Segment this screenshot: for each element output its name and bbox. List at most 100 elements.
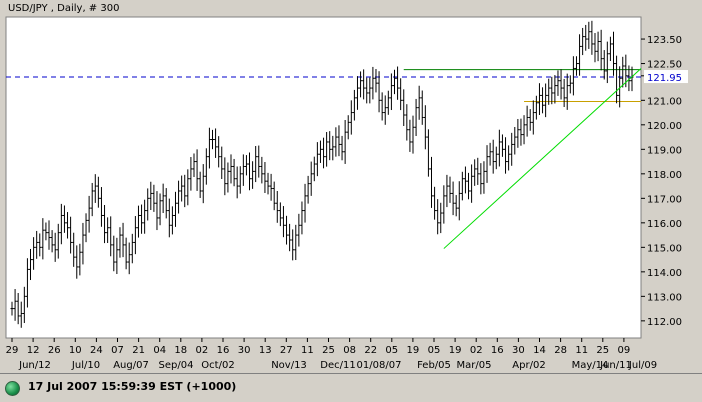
price-bar [81,222,85,265]
price-bar [621,56,625,88]
y-tick-label: 112.00 [647,317,682,328]
price-bar [380,92,384,121]
x-tick-label: 28 [554,345,567,356]
x-tick-label: 21 [132,345,145,356]
price-bar [615,55,619,104]
x-tick-label: 02 [470,345,483,356]
price-bar [66,212,70,239]
price-bar [485,145,489,183]
price-bar [115,237,119,275]
x-tick-label: 22 [364,345,377,356]
price-bar [402,89,406,126]
price-bar [93,174,97,203]
price-bar [152,184,156,212]
price-bar [130,233,134,264]
price-bar [229,154,233,184]
price-bar [291,229,295,261]
price-bar [35,230,39,259]
price-bar [87,195,91,233]
price-bar [44,222,48,241]
price-bar [29,248,33,281]
price-bar [220,146,224,179]
x-tick-label: 12 [27,345,40,356]
price-bar [306,175,310,204]
price-bar [325,132,329,167]
price-bar [13,289,17,321]
x-date-label: Dec/11 [320,360,355,371]
trend-line [443,68,642,249]
price-bar [195,149,199,191]
price-bar [488,142,492,166]
price-bar [192,153,196,178]
x-tick-label: 11 [301,345,314,356]
price-bar [78,243,82,276]
price-bar [254,145,258,183]
price-chart: 123.50122.50122.00121.00120.00119.00118.… [5,3,688,371]
price-bar [482,161,486,194]
price-bar [75,245,79,279]
y-tick-label: 119.00 [647,145,682,156]
price-bar [571,56,575,96]
price-bar [260,156,264,184]
x-tick-label: 11 [575,345,588,356]
x-tick-label: 26 [48,345,61,356]
status-bar: 17 Jul 2007 15:59:39 EST (+1000) [0,373,702,402]
price-bar [214,128,218,158]
price-bar [22,286,26,324]
chart-title: USD/JPY , Daily, # 300 [8,3,119,14]
price-bar [562,78,566,107]
price-bar [559,69,563,100]
price-bar [161,183,165,214]
price-bar [593,33,597,63]
x-tick-label: 05 [428,345,441,356]
price-bar [374,68,378,93]
price-bar [596,31,600,62]
price-bar [605,41,609,84]
price-bar [183,174,187,208]
price-bar [124,237,128,270]
status-timestamp: 17 Jul 2007 15:59:39 EST (+1000) [28,380,237,393]
price-bar [133,216,137,255]
price-bar [201,164,205,204]
price-bar [541,87,545,114]
price-bar [516,118,520,148]
price-bar [491,139,495,174]
price-bar [278,202,282,227]
price-bar [56,223,60,259]
x-tick-label: 19 [449,345,462,356]
price-bar [337,125,341,157]
price-bar [334,127,338,157]
y-tick-label: 115.00 [647,243,682,254]
price-bar [189,157,193,191]
price-bar [352,89,356,121]
price-bar [59,203,63,245]
x-tick-label: 29 [6,345,19,356]
price-bar [275,191,279,223]
y-tick-label: 117.00 [647,194,682,205]
x-tick-label: 30 [238,345,251,356]
price-bar [494,146,498,170]
price-bar [550,76,554,105]
price-bar [578,34,582,76]
price-bar [340,135,344,161]
price-bar [281,206,285,238]
price-bar [127,242,131,275]
x-tick-label: 25 [322,345,335,356]
x-date-label: Feb/05 [417,360,451,371]
price-bar [248,152,252,191]
x-tick-label: 05 [385,345,398,356]
price-bar [251,161,255,189]
price-bar [50,230,54,253]
x-tick-label: 10 [69,345,82,356]
price-bar [328,131,332,161]
price-bar [266,172,270,195]
price-bar [587,21,591,49]
price-bar [500,134,504,157]
price-bar [365,77,369,104]
price-bar [396,66,400,100]
price-bar [420,90,424,125]
price-bar [408,119,412,152]
price-bar [426,129,430,177]
x-date-label: 01/08/07 [357,360,402,371]
